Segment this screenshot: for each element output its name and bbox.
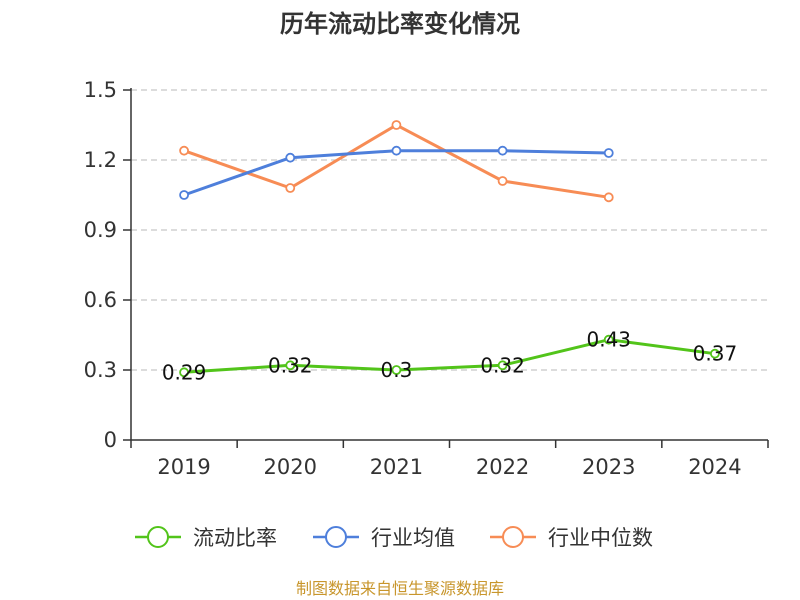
data-point xyxy=(391,365,402,375)
x-tick-label: 2019 xyxy=(157,455,210,479)
x-tick-label: 2024 xyxy=(688,455,741,479)
data-point xyxy=(179,367,189,378)
series-line xyxy=(184,338,716,374)
data-point xyxy=(497,360,508,371)
x-tick-label: 2020 xyxy=(264,455,317,479)
axes: 0 0.3 0.6 0.9 1.2 1.5 2019 2020 2021 2022 2023 2024 xyxy=(84,78,769,479)
data-point xyxy=(285,152,296,163)
y-tick-label: 0.6 xyxy=(84,288,117,312)
data-label: 0.3 xyxy=(381,358,413,382)
data-label: 0.37 xyxy=(693,342,738,366)
legend[interactable]: 流动比率 行业均值 行业中位数 xyxy=(135,526,653,550)
data-label: 0.32 xyxy=(480,353,525,377)
data-point xyxy=(497,176,508,186)
x-tick-label: 2022 xyxy=(476,455,529,479)
data-point xyxy=(285,183,296,193)
legend-marker xyxy=(147,526,169,548)
data-points xyxy=(179,120,720,378)
legend-marker xyxy=(502,526,524,548)
y-tick-label: 0 xyxy=(104,428,117,452)
series-lines xyxy=(183,123,716,374)
data-point xyxy=(603,192,614,203)
data-point xyxy=(603,334,614,345)
legend-label: 流动比率 xyxy=(193,526,277,550)
chart-title: 历年流动比率变化情况 xyxy=(280,10,520,38)
data-point xyxy=(603,148,614,158)
data-point xyxy=(285,360,296,371)
data-point xyxy=(497,145,508,156)
data-point xyxy=(391,145,402,156)
y-tick-label: 0.3 xyxy=(84,358,117,382)
legend-label: 行业均值 xyxy=(371,526,455,550)
y-tick-label: 1.5 xyxy=(84,78,117,102)
data-point xyxy=(179,190,189,200)
data-point xyxy=(179,145,189,156)
legend-label: 行业中位数 xyxy=(548,526,653,550)
source-note: 制图数据来自恒生聚源数据库 xyxy=(296,579,504,598)
data-label: 0.32 xyxy=(268,353,313,377)
y-tick-label: 0.9 xyxy=(84,218,117,242)
data-point xyxy=(391,120,402,130)
legend-marker xyxy=(325,526,347,548)
data-label: 0.43 xyxy=(586,328,631,352)
y-tick-label: 1.2 xyxy=(84,148,117,172)
data-labels: 0.29 0.32 0.3 0.32 0.43 0.37 xyxy=(162,328,737,385)
data-point xyxy=(710,348,720,359)
grid-lines xyxy=(131,89,768,371)
x-tick-label: 2021 xyxy=(370,455,423,479)
data-label: 0.29 xyxy=(162,360,207,384)
x-tick-label: 2023 xyxy=(582,455,635,479)
series-line xyxy=(183,123,610,199)
